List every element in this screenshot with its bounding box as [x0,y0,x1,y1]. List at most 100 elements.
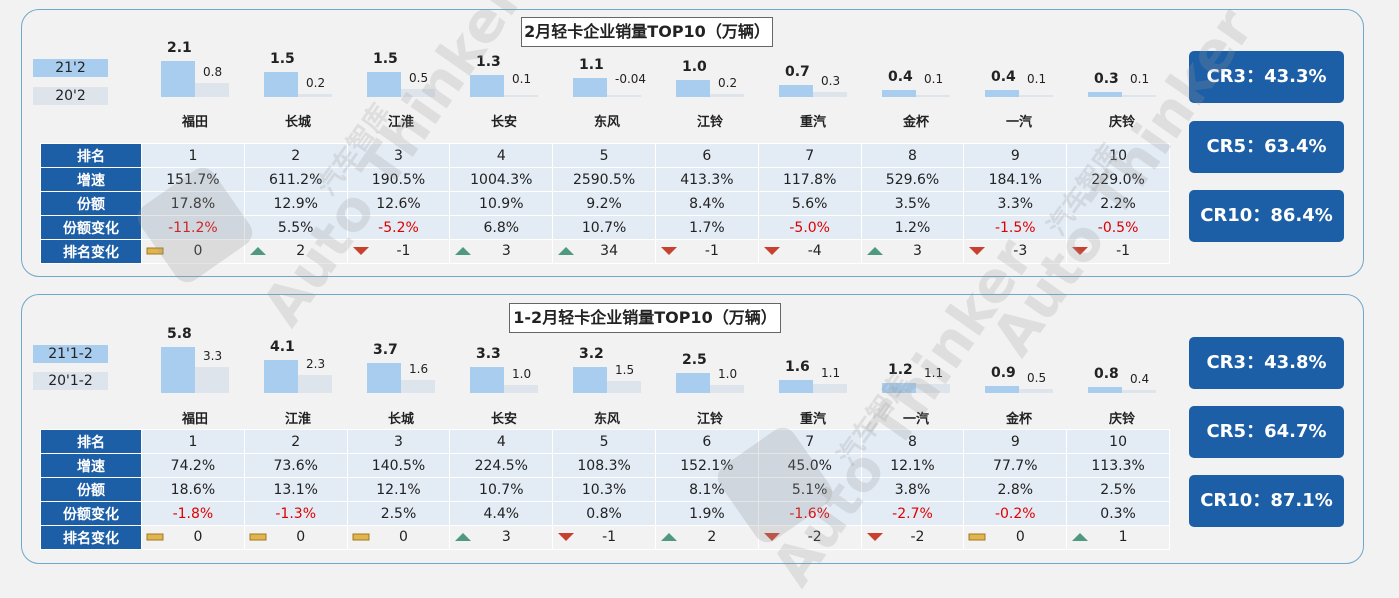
rank-change-indicator: 2 [245,240,347,263]
bar-current [470,74,504,97]
table-row-share: 份额 18.6% 13.1% 12.1% 10.7% 10.3% 8.1% 5.1% 3.8% 2… [40,477,1170,502]
bar-previous-label: 1.5 [615,363,635,377]
cr10-badge-february: CR10：86.4% [1189,190,1344,242]
bar-current-label: 2.1 [167,40,192,57]
table-cell: 9.2% [552,191,656,216]
table-cell: 9 [963,429,1068,454]
table-cell: -1.5% [963,215,1068,240]
table-cell: 8 [860,143,965,168]
rank-change-value: 0 [1015,529,1025,545]
table-cell: 0 [243,525,348,550]
chart-title-february: 2月轻卡企业销量TOP10（万辆） [521,17,773,47]
bar-previous-label: 0.5 [1027,371,1047,385]
rank-change-indicator: 0 [142,526,244,549]
bar-current [1088,386,1122,393]
table-cell: 10 [1066,429,1170,454]
table-cell: 529.6% [860,167,965,192]
rank-change-value: 3 [501,529,511,545]
category-label: 庆铃 [1108,412,1135,427]
rank-change-value: 2 [296,243,306,259]
table-cell: -5.0% [757,215,862,240]
bar-previous [710,385,744,393]
flat-bar-icon [146,533,164,541]
table-cell: -0.5% [1066,215,1170,240]
cr3-badge-jan-feb: CR3：43.8% [1189,337,1344,389]
rank-change-indicator: -2 [759,526,861,549]
bar-previous [916,95,950,97]
table-cell: 229.0% [1066,167,1170,192]
row-header: 份额 [40,191,142,216]
bar-previous [298,93,332,97]
bar-current [573,367,607,393]
table-cell: 113.3% [1066,453,1170,478]
rank-change-indicator: -2 [862,526,964,549]
table-row-rank: 排名 1 2 3 4 5 6 7 8 9 10 [40,143,1170,168]
table-cell: 74.2% [141,453,245,478]
data-table-february: 排名 1 2 3 4 5 6 7 8 9 10 增速 151.7% 611.2% 190.5% 1004.3%… [40,143,1170,264]
table-cell: 4 [449,143,554,168]
table-cell: 3.3% [963,191,1068,216]
triangle-down-icon [558,533,575,541]
table-cell: 1 [141,429,245,454]
table-cell: 10.7% [449,477,554,502]
bar-current-label: 4.1 [270,339,295,356]
bar-current-label: 0.4 [991,69,1016,86]
table-row-share-change: 份额变化 -1.8% -1.3% 2.5% 4.4% 0.8% 1.9% -1.6% -2.7%… [40,501,1170,526]
table-cell: 611.2% [243,167,348,192]
rank-change-value: 1 [1118,529,1128,545]
table-cell: 3.5% [860,191,965,216]
bar-current [779,380,813,393]
table-cell: 3 [449,239,554,264]
table-cell: 108.3% [552,453,656,478]
bar-previous [504,385,538,393]
rank-change-value: 0 [193,529,203,545]
table-cell: 77.7% [963,453,1068,478]
bar-previous-label: 2.3 [306,356,326,371]
bar-current [985,385,1019,393]
table-cell: 1.9% [654,501,759,526]
table-cell: 0.8% [552,501,656,526]
chart-title-jan-feb: 1-2月轻卡企业销量TOP10（万辆） [509,303,781,333]
triangle-up-icon [558,247,575,255]
triangle-down-icon [866,533,883,541]
triangle-down-icon [660,247,677,255]
bar-previous-label: 0.3 [821,73,841,88]
bar-current [161,346,195,393]
bar-current-label: 0.3 [1094,70,1119,87]
table-cell: 2.8% [963,477,1068,502]
category-label: 江淮 [284,412,311,427]
flat-bar-icon [352,533,370,541]
table-cell: 413.3% [654,167,759,192]
rank-change-value: -1 [1116,243,1131,259]
bar-previous-label: 0.2 [718,75,738,90]
table-cell: 1.2% [860,215,965,240]
table-cell: 73.6% [243,453,348,478]
table-cell: 152.1% [654,453,759,478]
category-label: 东风 [593,115,620,130]
category-label: 福田 [181,115,208,130]
bar-current [264,71,298,97]
rank-change-value: 2 [707,529,717,545]
table-cell: 10.9% [449,191,554,216]
table-cell: 2.5% [1066,477,1170,502]
table-cell: -5.2% [346,215,451,240]
table-cell: 10.7% [552,215,656,240]
bar-previous [710,93,744,97]
table-cell: 34 [552,239,656,264]
row-header: 份额变化 [40,501,142,526]
bar-previous [1019,95,1053,97]
table-cell: 117.8% [757,167,862,192]
rank-change-value: -1 [396,243,411,259]
rank-change-value: 0 [193,243,203,259]
triangle-up-icon [455,533,472,541]
bar-current-label: 1.0 [682,59,707,75]
table-cell: 2 [243,239,348,264]
legend-previous-february: 20'2 [33,87,108,105]
table-cell: -11.2% [141,215,245,240]
table-cell: 3 [346,143,451,168]
table-cell: 2 [243,429,348,454]
triangle-down-icon [763,533,780,541]
cr5-badge-jan-feb: CR5：64.7% [1189,406,1344,458]
category-label: 一汽 [1005,115,1032,130]
triangle-up-icon [249,247,266,255]
